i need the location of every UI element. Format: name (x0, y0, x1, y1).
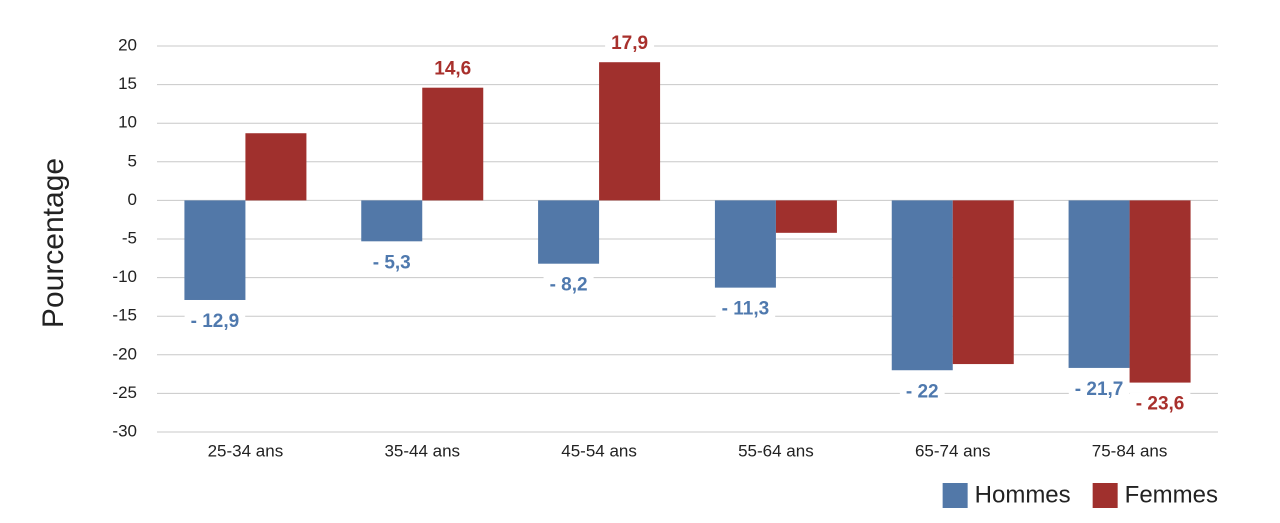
value-label: - 11,3 (722, 299, 770, 320)
bar (952, 200, 1014, 365)
y-tick-label: 20 (118, 35, 137, 54)
value-label-bg (1129, 392, 1191, 417)
y-tick-label: 10 (118, 113, 137, 132)
y-tick-label: -5 (122, 228, 137, 247)
value-label-bg (1068, 377, 1130, 402)
value-label: - 23,6 (1136, 394, 1185, 415)
legend-label: Hommes (975, 481, 1071, 508)
y-tick-label: -20 (112, 344, 137, 363)
bar (1129, 200, 1191, 383)
legend-swatch (1092, 483, 1118, 508)
value-label: 14,6 (434, 59, 471, 80)
y-tick-label: -30 (112, 421, 137, 440)
value-label: - 12,9 (191, 311, 240, 332)
bar (714, 200, 776, 288)
value-label: - 21,7 (1075, 379, 1124, 400)
y-tick-label: 15 (118, 74, 137, 93)
x-tick-label: 75-84 ans (1092, 441, 1168, 460)
bar (422, 87, 484, 201)
x-tick-label: 55-64 ans (738, 441, 814, 460)
value-label: - 8,2 (550, 275, 588, 296)
bar (1068, 200, 1130, 368)
bar (775, 200, 837, 233)
x-tick-label: 25-34 ans (208, 441, 284, 460)
x-tick-label: 45-54 ans (561, 441, 637, 460)
x-tick-label: 65-74 ans (915, 441, 991, 460)
bar (245, 133, 307, 201)
x-tick-label: 35-44 ans (384, 441, 460, 460)
bar (599, 62, 661, 201)
y-axis-title: Pourcentage (37, 158, 70, 328)
y-tick-label: -15 (112, 306, 137, 325)
value-label: - 22 (906, 381, 939, 402)
value-label-bg (899, 380, 945, 405)
value-label-bg (366, 251, 417, 276)
value-label: - 5,3 (373, 252, 411, 273)
bar (891, 200, 953, 371)
value-label-bg (428, 57, 478, 82)
y-tick-label: 0 (128, 190, 137, 209)
bar (538, 200, 600, 264)
y-tick-label: 5 (128, 151, 137, 170)
value-label-bg (715, 297, 776, 322)
value-label-bg (184, 309, 246, 334)
value-label-bg (605, 32, 655, 57)
value-label: 17,9 (611, 33, 648, 54)
y-tick-label: -10 (112, 267, 137, 286)
legend-label: Femmes (1125, 481, 1218, 508)
legend-swatch (942, 483, 968, 508)
bar (184, 200, 246, 300)
y-tick-label: -25 (112, 383, 137, 402)
value-label-bg (543, 273, 594, 298)
bar (361, 200, 423, 242)
